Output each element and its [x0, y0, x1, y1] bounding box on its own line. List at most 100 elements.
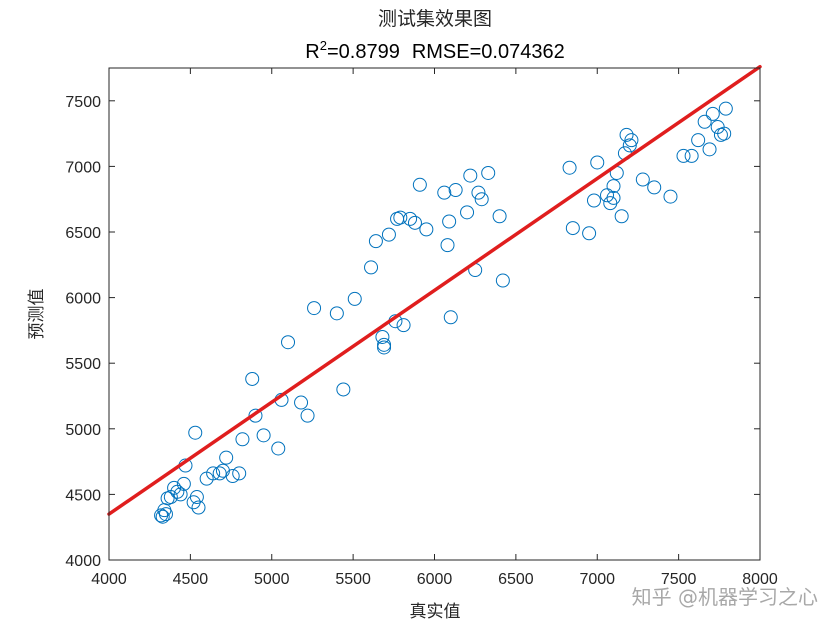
- data-point: [347, 291, 362, 306]
- data-point: [206, 466, 221, 481]
- data-point: [691, 133, 706, 148]
- y-tick-label: 5500: [65, 356, 101, 373]
- plot-area: [109, 68, 760, 560]
- data-point: [474, 192, 489, 207]
- data-point: [403, 211, 418, 226]
- data-point: [407, 215, 422, 230]
- x-tick-label: 8000: [742, 571, 778, 588]
- data-point: [705, 106, 720, 121]
- data-point: [219, 450, 234, 465]
- x-tick-label: 4500: [173, 571, 209, 588]
- y-tick-label: 7000: [65, 159, 101, 176]
- data-point: [582, 226, 597, 241]
- data-point: [188, 425, 203, 440]
- y-axis-label: 预测值: [27, 289, 47, 340]
- data-point: [442, 214, 457, 229]
- data-point: [481, 165, 496, 180]
- data-point: [443, 310, 458, 325]
- x-axis: 4000 4500 5000 5500 6000 6500 7000 7500 8000: [91, 68, 778, 588]
- data-point: [586, 193, 601, 208]
- data-point: [393, 210, 408, 225]
- x-tick-label: 6000: [417, 571, 453, 588]
- data-point: [412, 177, 427, 192]
- fit-line-layer: [107, 64, 762, 516]
- data-point: [300, 408, 315, 423]
- data-point: [718, 101, 733, 116]
- y-axis: 4000 4500 5000 5500 6000 6500 7000 7500: [65, 94, 760, 570]
- data-point: [256, 428, 271, 443]
- y-tick-label: 4500: [65, 487, 101, 504]
- data-point: [635, 172, 650, 187]
- data-point: [232, 466, 247, 481]
- data-point: [495, 273, 510, 288]
- data-point: [336, 382, 351, 397]
- data-point: [191, 500, 206, 515]
- watermark-text: 知乎 @机器学习之心: [632, 585, 818, 609]
- rmse-value: RMSE=0.074362: [412, 41, 565, 63]
- data-point: [419, 222, 434, 237]
- y-tick-label: 4000: [65, 553, 101, 570]
- fit-line: [107, 64, 762, 516]
- data-point: [235, 432, 250, 447]
- data-point: [377, 337, 392, 352]
- data-point: [364, 260, 379, 275]
- data-point: [622, 138, 637, 153]
- data-point: [606, 190, 621, 205]
- x-tick-label: 7000: [579, 571, 615, 588]
- data-point: [619, 127, 634, 142]
- data-point: [225, 469, 240, 484]
- x-tick-label: 5000: [254, 571, 290, 588]
- data-point: [647, 180, 662, 195]
- data-point: [562, 160, 577, 175]
- data-point: [176, 476, 191, 491]
- x-tick-label: 5500: [335, 571, 371, 588]
- data-point: [440, 238, 455, 253]
- data-point: [381, 227, 396, 242]
- y-tick-label: 5000: [65, 422, 101, 439]
- data-point: [329, 306, 344, 321]
- x-tick-label: 7500: [661, 571, 697, 588]
- data-point: [697, 114, 712, 129]
- r2-label: R: [305, 41, 319, 63]
- data-point: [396, 318, 411, 333]
- data-point: [624, 133, 639, 148]
- data-point: [684, 148, 699, 163]
- data-point: [463, 168, 478, 183]
- data-point: [212, 466, 227, 481]
- data-point: [614, 209, 629, 224]
- data-point: [565, 221, 580, 236]
- data-point: [307, 301, 322, 316]
- x-axis-label: 真实值: [410, 602, 461, 622]
- data-point: [492, 209, 507, 224]
- data-point: [437, 185, 452, 200]
- data-point: [717, 126, 732, 141]
- r2-value: =0.8799: [327, 41, 400, 63]
- chart-subtitle: R2=0.8799 RMSE=0.074362: [305, 38, 564, 63]
- data-point: [600, 188, 615, 203]
- data-point: [368, 234, 383, 249]
- data-point: [189, 490, 204, 505]
- data-point: [663, 189, 678, 204]
- data-point: [245, 371, 260, 386]
- data-point: [173, 487, 188, 502]
- data-point: [271, 441, 286, 456]
- r2-superscript: 2: [320, 38, 327, 53]
- data-point: [294, 395, 309, 410]
- x-tick-label: 6500: [498, 571, 534, 588]
- data-point: [248, 408, 263, 423]
- data-point: [155, 509, 170, 524]
- data-point: [158, 507, 173, 522]
- y-tick-label: 7500: [65, 94, 101, 111]
- data-point: [590, 155, 605, 170]
- data-point: [375, 329, 390, 344]
- data-point: [676, 148, 691, 163]
- y-tick-label: 6500: [65, 225, 101, 242]
- points-layer: [154, 101, 733, 524]
- chart-title: 测试集效果图: [378, 8, 492, 30]
- data-point: [460, 205, 475, 220]
- y-tick-label: 6000: [65, 291, 101, 308]
- data-point: [377, 340, 392, 355]
- data-point: [281, 335, 296, 350]
- x-tick-label: 4000: [91, 571, 127, 588]
- data-point: [606, 179, 621, 194]
